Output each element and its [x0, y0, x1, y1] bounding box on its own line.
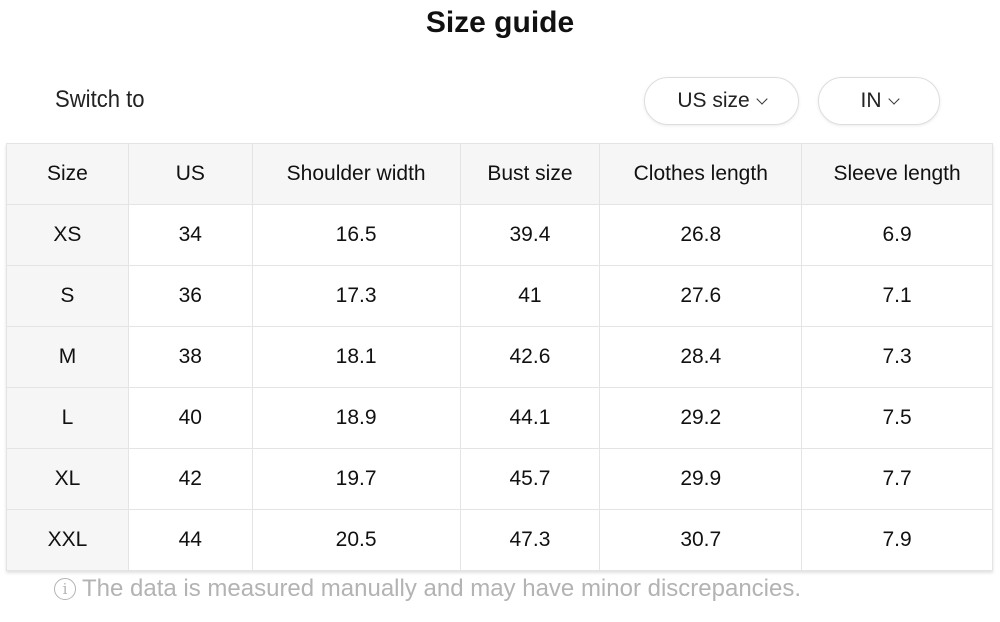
- table-cell: 28.4: [599, 326, 803, 388]
- column-header: Bust size: [459, 143, 601, 205]
- table-cell: 40: [127, 387, 253, 449]
- table-row: XL 42 19.7 45.7 29.9 7.7: [6, 448, 993, 510]
- column-header: Clothes length: [599, 143, 803, 205]
- table-cell: 38: [127, 326, 253, 388]
- table-cell: 16.5: [251, 204, 461, 266]
- table-cell: 39.4: [459, 204, 601, 266]
- table-row: L 40 18.9 44.1 29.2 7.5: [6, 387, 993, 449]
- table-header-row: Size US Shoulder width Bust size Clothes len…: [6, 143, 993, 205]
- size-table: Size US Shoulder width Bust size Clothes len…: [6, 143, 993, 571]
- table-cell: 18.1: [251, 326, 461, 388]
- column-header: US: [127, 143, 253, 205]
- size-cell: L: [6, 387, 129, 449]
- disclaimer-note: i The data is measured manually and may …: [54, 575, 801, 603]
- unit-label: IN: [860, 89, 882, 112]
- table-cell: 19.7: [251, 448, 461, 510]
- chevron-down-icon: [887, 92, 900, 105]
- size-cell: S: [6, 265, 129, 327]
- unit-dropdown[interactable]: IN: [818, 77, 940, 125]
- table-cell: 26.8: [599, 204, 803, 266]
- column-header: Sleeve length: [801, 143, 993, 205]
- table-cell: 7.9: [801, 509, 993, 571]
- table-cell: 29.9: [599, 448, 803, 510]
- size-cell: XXL: [6, 509, 129, 571]
- table-cell: 7.1: [801, 265, 993, 327]
- table-cell: 44: [127, 509, 253, 571]
- table-cell: 34: [127, 204, 253, 266]
- chevron-down-icon: [756, 92, 768, 105]
- column-header: Shoulder width: [251, 143, 461, 205]
- table-cell: 20.5: [251, 509, 461, 571]
- page-title: Size guide: [425, 6, 575, 39]
- table-cell: 7.3: [801, 326, 993, 388]
- table-cell: 47.3: [459, 509, 601, 571]
- table-cell: 30.7: [599, 509, 803, 571]
- table-cell: 45.7: [459, 448, 601, 510]
- size-cell: XL: [6, 448, 129, 510]
- table-cell: 42.6: [459, 326, 601, 388]
- size-system-label: US size: [677, 89, 750, 112]
- table-row: XS 34 16.5 39.4 26.8 6.9: [6, 204, 993, 266]
- info-icon: i: [54, 578, 76, 600]
- table-cell: 7.5: [801, 387, 993, 449]
- table-cell: 41: [459, 265, 601, 327]
- table-cell: 17.3: [251, 265, 461, 327]
- table-cell: 7.7: [801, 448, 993, 510]
- table-row: S 36 17.3 41 27.6 7.1: [6, 265, 993, 327]
- table-row: XXL 44 20.5 47.3 30.7 7.9: [6, 509, 993, 571]
- table-cell: 6.9: [801, 204, 993, 266]
- column-header: Size: [6, 143, 129, 205]
- table-cell: 42: [127, 448, 253, 510]
- size-system-dropdown[interactable]: US size: [644, 77, 799, 125]
- table-cell: 44.1: [459, 387, 601, 449]
- table-cell: 36: [127, 265, 253, 327]
- switch-to-label: Switch to: [55, 86, 145, 113]
- table-cell: 27.6: [599, 265, 803, 327]
- size-cell: XS: [6, 204, 129, 266]
- size-cell: M: [6, 326, 129, 388]
- disclaimer-text: The data is measured manually and may ha…: [82, 575, 802, 602]
- table-cell: 18.9: [251, 387, 461, 449]
- table-row: M 38 18.1 42.6 28.4 7.3: [6, 326, 993, 388]
- table-cell: 29.2: [599, 387, 803, 449]
